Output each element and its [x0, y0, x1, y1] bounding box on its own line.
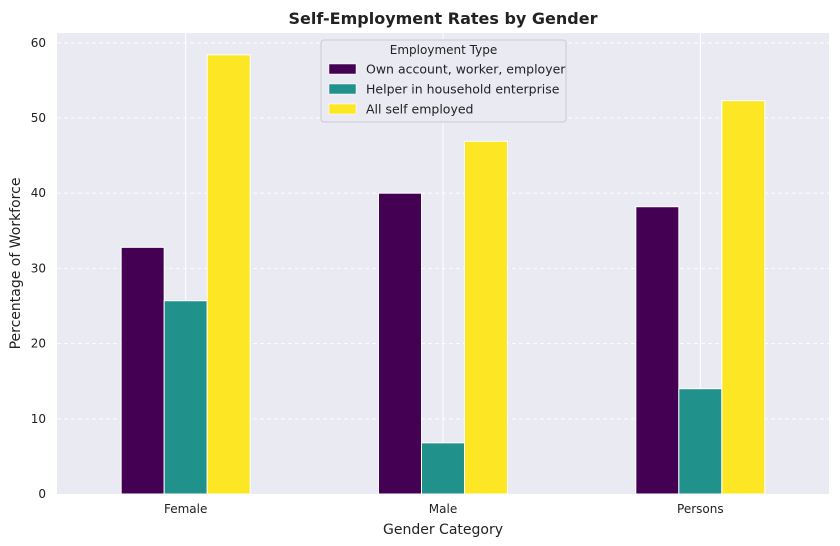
bar	[378, 192, 422, 495]
y-tick-label: 30	[31, 261, 46, 275]
legend-box	[320, 39, 567, 123]
legend-title: Employment Type	[390, 43, 497, 57]
chart-title: Self-Employment Rates by Gender	[288, 9, 597, 28]
bar	[464, 140, 508, 495]
x-axis-label: Gender Category	[383, 522, 503, 538]
y-tick-label: 50	[31, 111, 46, 125]
bar	[206, 54, 251, 495]
bar	[163, 300, 208, 495]
y-tick-label: 0	[38, 487, 46, 501]
x-tick-label: Male	[429, 502, 457, 516]
y-tick-label: 10	[31, 412, 46, 426]
y-axis-label: Percentage of Workforce	[8, 178, 24, 350]
x-tick-label: Persons	[677, 502, 724, 516]
bar	[678, 388, 723, 495]
y-tick-label: 40	[31, 186, 46, 200]
bars	[120, 54, 766, 495]
legend-label: All self employed	[366, 102, 473, 117]
y-tick-label: 60	[31, 36, 46, 50]
legend-items: Own account, worker, employer Helper in h…	[328, 62, 566, 117]
legend-label: Own account, worker, employer	[366, 62, 566, 77]
legend-label: Helper in household enterprise	[366, 82, 560, 97]
bar	[421, 442, 465, 495]
legend-swatch	[328, 83, 357, 95]
legend: Employment Type Own account, worker, emp…	[320, 39, 567, 123]
legend-swatch	[328, 103, 357, 115]
bar	[721, 100, 766, 495]
bar	[120, 246, 165, 495]
y-axis-ticks: 0 10 20 30 40 50 60	[31, 36, 46, 501]
y-tick-label: 20	[31, 337, 46, 351]
x-tick-label: Female	[164, 502, 207, 516]
legend-swatch	[328, 63, 357, 75]
bar	[635, 206, 680, 495]
x-axis-ticks: Female Male Persons	[164, 502, 724, 516]
